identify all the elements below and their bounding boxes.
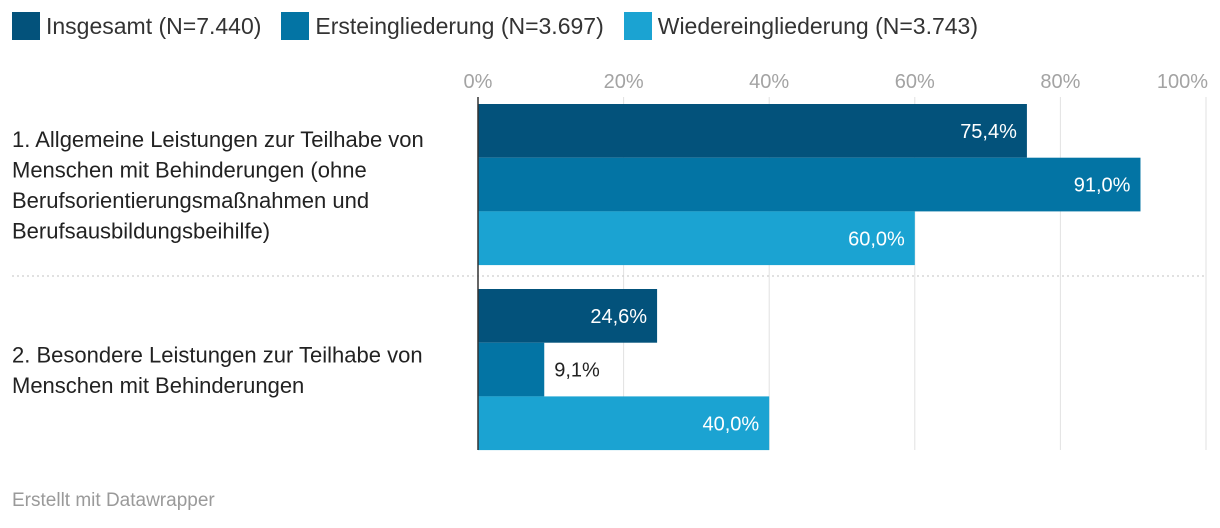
legend-swatch bbox=[281, 12, 310, 40]
x-tick-label: 80% bbox=[1040, 71, 1080, 93]
bar bbox=[478, 342, 545, 397]
x-tick-label: 0% bbox=[464, 71, 493, 93]
data-label: 24,6% bbox=[590, 306, 647, 328]
data-label: 91,0% bbox=[1074, 175, 1131, 197]
legend-label: Ersteingliederung (N=3.697) bbox=[315, 12, 604, 39]
bar bbox=[478, 289, 658, 343]
legend-swatch bbox=[623, 12, 652, 40]
legend-item: Ersteingliederung (N=3.697) bbox=[281, 12, 604, 40]
bar bbox=[478, 211, 915, 266]
data-label: 60,0% bbox=[848, 228, 905, 250]
category-label: Berufsorientierungsmaßnahmen und bbox=[12, 188, 369, 213]
chart-legend: Insgesamt (N=7.440) Ersteingliederung (N=… bbox=[12, 10, 998, 42]
data-label: 75,4% bbox=[960, 121, 1017, 143]
legend-item: Wiedereingliederung (N=3.743) bbox=[623, 12, 979, 40]
legend-label: Wiedereingliederung (N=3.743) bbox=[657, 12, 979, 39]
legend-swatch bbox=[12, 12, 40, 40]
legend-label: Insgesamt (N=7.440) bbox=[46, 12, 262, 39]
data-label: 9,1% bbox=[554, 360, 600, 382]
category-label: 1. Allgemeine Leistungen zur Teilhabe vo… bbox=[12, 127, 424, 152]
category-label: Menschen mit Behinderungen bbox=[12, 373, 304, 398]
credit-footer: Erstellt mit Datawrapper bbox=[12, 490, 215, 511]
bar bbox=[478, 396, 770, 451]
x-tick-label: 40% bbox=[749, 71, 789, 93]
x-tick-label: 20% bbox=[604, 71, 644, 93]
data-label: 40,0% bbox=[702, 413, 759, 435]
bar bbox=[478, 157, 1141, 212]
legend-item: Insgesamt (N=7.440) bbox=[12, 12, 261, 40]
bar bbox=[478, 104, 1027, 158]
bar-chart: 0% 20% 40% 60% 80% 100% 75,4% 91,0% 60,0% 24,6% 9,… bbox=[12, 71, 1208, 451]
x-tick-label: 60% bbox=[895, 71, 935, 93]
category-label: Berufsausbildungsbeihilfe) bbox=[12, 218, 270, 243]
category-label: 2. Besondere Leistungen zur Teilhabe von bbox=[12, 342, 423, 367]
x-tick-label: 100% bbox=[1157, 71, 1208, 93]
category-label: Menschen mit Behinderungen (ohne bbox=[12, 157, 367, 182]
